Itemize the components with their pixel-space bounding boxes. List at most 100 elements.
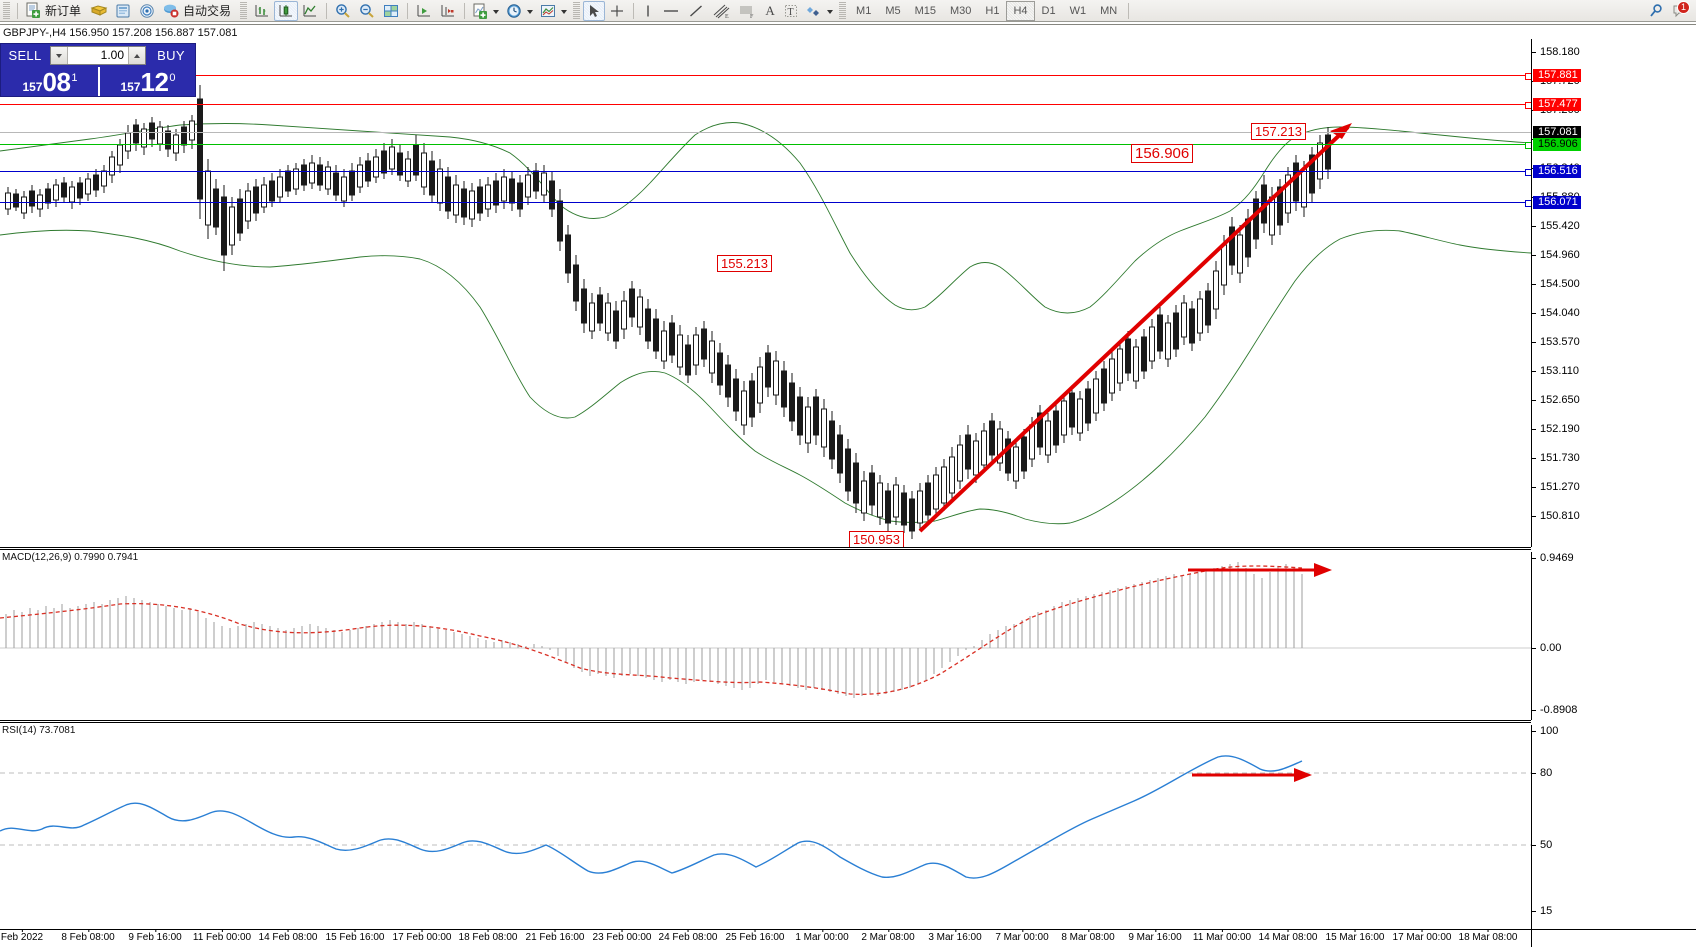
level-handle[interactable] [1525, 102, 1531, 109]
macd-axis: 0.9469 0.00 -0.8908 [1531, 552, 1696, 720]
timeframe-w1[interactable]: W1 [1069, 4, 1087, 17]
time-tick: 25 Feb 16:00 [725, 929, 785, 943]
level-line-156071[interactable] [0, 200, 1531, 207]
auto-trading-button[interactable]: 自动交易 [159, 1, 237, 21]
bar-chart-button[interactable] [250, 1, 274, 21]
rsi-tick: 15 [1532, 905, 1552, 918]
rsi-plot[interactable]: RSI(14) 73.7081 [0, 725, 1531, 929]
level-handle[interactable] [1525, 142, 1531, 149]
price-annotation-150953[interactable]: 150.953 [849, 531, 904, 547]
timeframe-m15[interactable]: M15 [914, 4, 936, 17]
price-annotation-155213[interactable]: 155.213 [717, 255, 772, 272]
signals-button[interactable] [135, 1, 159, 21]
vertical-line-button[interactable] [638, 1, 658, 21]
volume-decrease-button[interactable] [51, 47, 68, 64]
volume-input[interactable]: 1.00 [100, 48, 124, 62]
chart-shift-button[interactable] [412, 1, 436, 21]
one-click-trading-panel[interactable]: SELL 1.00 BUY 157 08 1 157 12 0 [0, 43, 196, 97]
toolbar-separator [464, 2, 466, 19]
buy-price-button[interactable]: 157 12 0 [98, 67, 195, 96]
svg-text:F: F [750, 14, 754, 19]
text-label-button[interactable]: A [760, 1, 780, 21]
level-handle[interactable] [1525, 200, 1531, 207]
price-tick: 155.420 [1532, 220, 1580, 233]
period-button[interactable] [502, 1, 526, 21]
time-tick: 24 Feb 08:00 [658, 929, 718, 943]
level-chip-156071[interactable]: 156.071 [1533, 196, 1581, 209]
new-order-label: 新订单 [45, 4, 82, 18]
notifications-button[interactable]: 1 [1668, 0, 1692, 21]
level-handle[interactable] [1525, 73, 1531, 80]
objects-dropdown-caret[interactable] [827, 9, 834, 14]
data-window-button[interactable] [379, 1, 403, 21]
templates-dropdown-caret[interactable] [561, 9, 568, 14]
folder-button[interactable] [87, 1, 111, 21]
search-button[interactable] [1644, 1, 1668, 21]
zoom-in-button[interactable] [331, 1, 355, 21]
main-price-plot[interactable]: 155.213 150.953 156.906 157.213 [0, 39, 1531, 547]
volume-increase-button[interactable] [128, 47, 145, 64]
equidistant-channel-button[interactable]: E [708, 1, 734, 21]
level-line-156906[interactable] [0, 142, 1531, 149]
timeframe-d1[interactable]: D1 [1041, 4, 1056, 17]
fibonacci-button[interactable]: F [734, 1, 760, 21]
chart-window: GBPJPY-,H4 156.950 157.208 156.887 157.0… [0, 24, 1696, 947]
level-line-157881[interactable] [0, 73, 1531, 80]
auto-scroll-button[interactable] [436, 1, 460, 21]
price-tick: 158.180 [1532, 46, 1580, 59]
time-tick: 14 Mar 08:00 [1258, 929, 1318, 943]
macd-panel-divider[interactable] [0, 547, 1531, 550]
volume-stepper[interactable]: 1.00 [50, 46, 146, 65]
new-indicator-button[interactable] [469, 1, 492, 21]
timeframe-mn[interactable]: MN [1100, 4, 1118, 17]
vertical-line-icon [647, 5, 649, 16]
crosshair-button[interactable] [605, 1, 629, 21]
level-handle[interactable] [1525, 169, 1531, 176]
trendline-button[interactable] [684, 1, 708, 21]
new-order-button[interactable]: 新订单 [22, 1, 87, 21]
objects-button[interactable] [802, 1, 826, 21]
level-chip-157881[interactable]: 157.881 [1533, 69, 1581, 82]
terminal-button[interactable] [111, 1, 135, 21]
rsi-tick: 100 [1532, 725, 1558, 738]
line-chart-button[interactable] [298, 1, 322, 21]
level-chip-157477[interactable]: 157.477 [1533, 98, 1581, 111]
templates-button[interactable] [536, 1, 560, 21]
buy-label[interactable]: BUY [147, 44, 195, 67]
timeframe-h4[interactable]: H4 [1006, 0, 1035, 21]
time-tick: 7 Mar 00:00 [995, 929, 1049, 943]
sell-price-button[interactable]: 157 08 1 [1, 67, 98, 96]
toolbar-grip-1[interactable] [3, 1, 10, 20]
new-indicator-dropdown-caret[interactable] [493, 9, 500, 14]
price-axis[interactable]: 158.180 157.720 157.260 156.800 156.340 … [1531, 39, 1696, 547]
candlestick-chart-button[interactable] [274, 0, 299, 21]
horizontal-line-button[interactable] [658, 1, 684, 21]
period-dropdown-caret[interactable] [527, 9, 534, 14]
cursor-button[interactable] [583, 0, 606, 21]
equidistant-channel-icon: E [713, 4, 730, 19]
zoom-out-button[interactable] [355, 1, 379, 21]
toolbar-grip-4[interactable] [839, 1, 847, 20]
timeframe-m1[interactable]: M1 [856, 4, 872, 17]
toolbar-grip-3[interactable] [573, 1, 581, 20]
rsi-panel-divider[interactable] [0, 720, 1531, 723]
level-chip-156516[interactable]: 156.516 [1533, 165, 1581, 178]
text-box-button[interactable]: T [780, 1, 802, 21]
rsi-axis: 100 80 50 15 [1531, 725, 1696, 929]
sell-label[interactable]: SELL [1, 44, 49, 67]
timeframe-h1[interactable]: H1 [985, 4, 1000, 17]
price-annotation-156906[interactable]: 156.906 [1131, 144, 1194, 163]
time-tick: 1 Mar 00:00 [795, 929, 849, 943]
level-line-156516[interactable] [0, 169, 1531, 176]
toolbar-grip-2[interactable] [240, 1, 248, 20]
time-axis[interactable]: Feb 2022 8 Feb 08:00 9 Feb 16:00 11 Feb … [0, 929, 1531, 947]
price-annotation-157213[interactable]: 157.213 [1251, 123, 1306, 140]
time-tick: 8 Feb 08:00 [61, 929, 115, 943]
timeframe-m30[interactable]: M30 [950, 4, 972, 17]
level-chip-156906[interactable]: 156.906 [1533, 138, 1581, 151]
timeframe-m5[interactable]: M5 [885, 4, 901, 17]
macd-plot[interactable]: MACD(12,26,9) 0.7990 0.7941 [0, 552, 1531, 720]
level-line-157477[interactable] [0, 102, 1531, 109]
auto-trading-label: 自动交易 [183, 4, 232, 18]
line-chart-icon [303, 4, 317, 16]
